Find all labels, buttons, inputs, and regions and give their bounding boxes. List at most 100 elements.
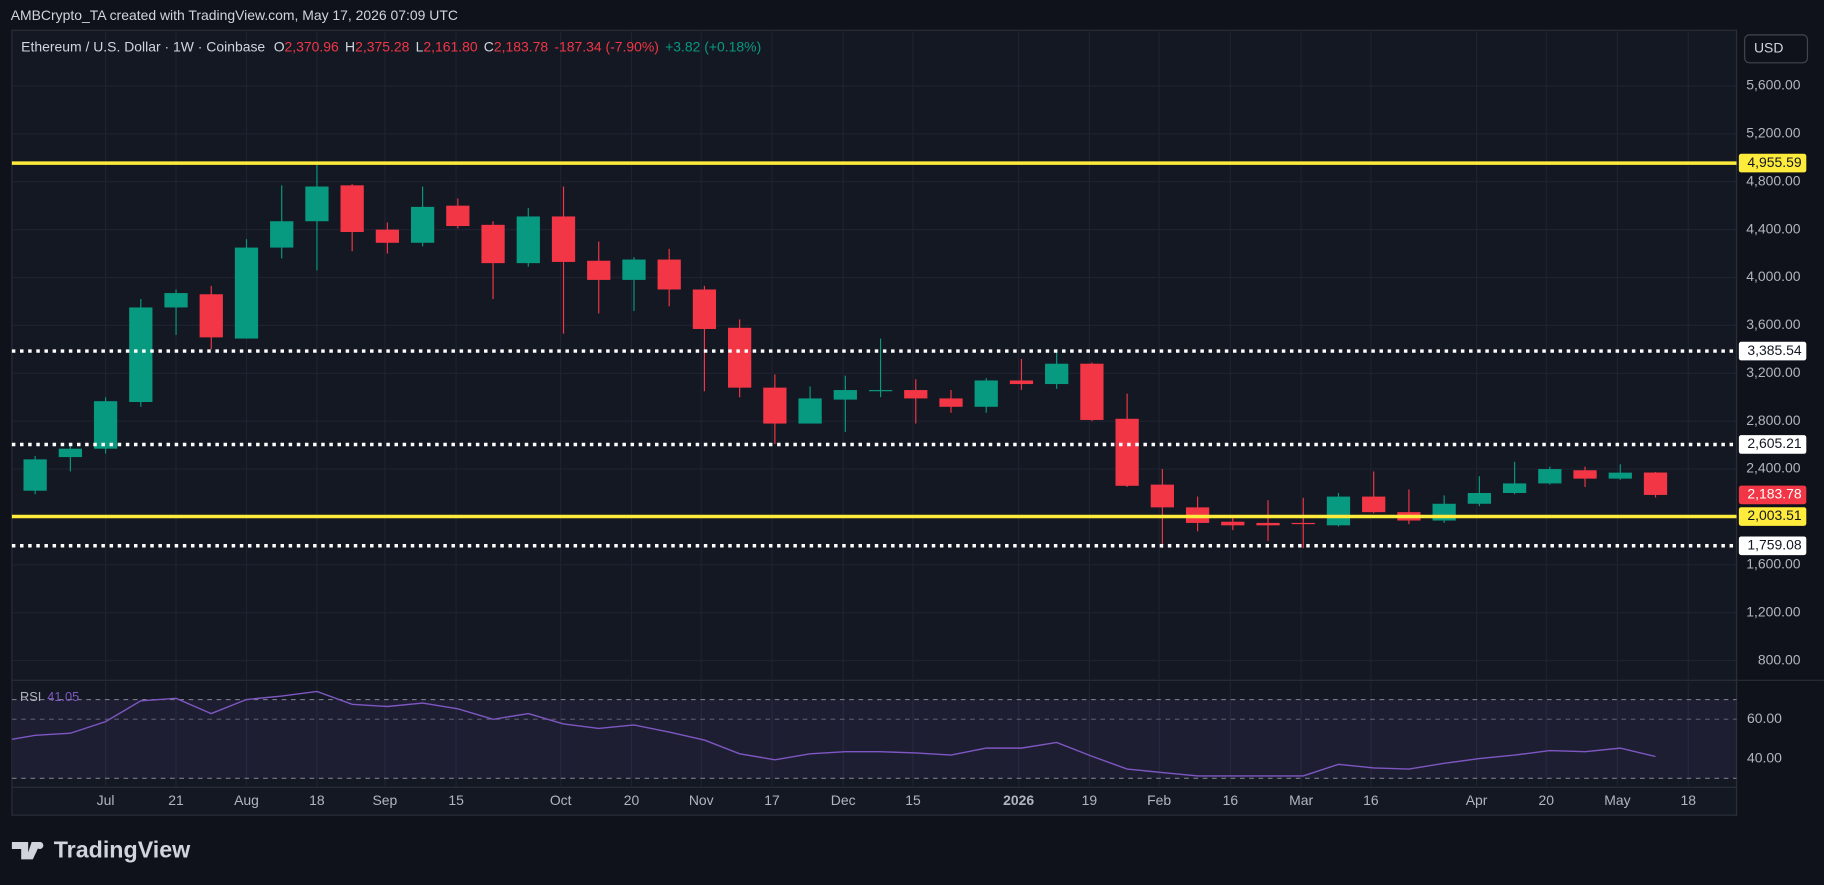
y-tick-label: 800.00 (1758, 651, 1801, 667)
y-tick-label: 2,400.00 (1746, 460, 1801, 476)
x-tick-label: 20 (624, 792, 640, 808)
level-tag (1738, 153, 1807, 173)
x-tick-label: 18 (1681, 792, 1697, 808)
candle-body (1150, 484, 1174, 508)
last-price-label: 2,183.78 (1747, 486, 1802, 502)
x-tick-label: 18 (309, 792, 325, 808)
level-tag (1738, 435, 1807, 454)
candle-body (1045, 363, 1069, 385)
currency-button[interactable] (1744, 34, 1809, 64)
candle-body (1643, 472, 1668, 495)
ohlc-value: 2,161.80 (423, 38, 478, 54)
candle-body (1608, 472, 1632, 479)
candle-body (622, 259, 646, 280)
candle-body (129, 307, 153, 403)
last-price-tag (1738, 485, 1807, 505)
symbol-title: Ethereum / U.S. Dollar · 1W · Coinbase (21, 38, 265, 54)
candle-body (270, 221, 294, 248)
candle-body (868, 390, 893, 392)
x-tick-label: Feb (1147, 792, 1171, 808)
plot-area (11, 29, 1738, 816)
level-tag (1738, 507, 1807, 526)
ohlc-value: 2,183.78 (494, 38, 549, 54)
rsi-name: RSI (20, 689, 41, 704)
candle-body (1115, 418, 1139, 486)
x-tick-label: 20 (1539, 792, 1555, 808)
rsi-value: 41.05 (47, 689, 79, 704)
candle-body (1502, 483, 1527, 493)
candle-body (1009, 380, 1034, 385)
candle-body (340, 185, 364, 233)
candle-body (974, 380, 998, 407)
candle-body (587, 260, 611, 280)
candle-body (305, 186, 329, 222)
candle-body (551, 216, 576, 262)
candle-body (375, 229, 400, 243)
ohlc-value: 2,375.28 (355, 38, 410, 54)
x-tick-label: Nov (689, 792, 714, 808)
y-tick-label: 3,600.00 (1746, 316, 1801, 332)
x-tick-label: Aug (234, 792, 259, 808)
candle-body (1291, 522, 1315, 525)
currency-label: USD (1754, 40, 1783, 56)
rsi-line (11, 690, 1656, 777)
level-label: 1,759.08 (1747, 536, 1802, 552)
level-tag (1738, 341, 1807, 361)
candle-body (164, 293, 188, 308)
x-tick-label: Oct (550, 792, 572, 808)
x-tick-label: Apr (1466, 792, 1488, 808)
y-tick-label: 1,200.00 (1746, 603, 1801, 619)
candle-body (1467, 492, 1492, 504)
rsi-band (13, 699, 1737, 779)
x-tick-label: May (1604, 792, 1630, 808)
candle-body (23, 459, 47, 491)
candle-body (199, 294, 223, 338)
plot-layer: Jul 21 Aug 18 Sep 15 Oct 20 Nov 17 Dec 15 2026 19 Feb 1… (11, 31, 1807, 808)
candle-body (93, 401, 118, 449)
ohlc-key: C (484, 38, 494, 54)
candle-body (833, 390, 857, 400)
change: -187.34 (-7.90%) (554, 38, 659, 54)
candle-body (1573, 470, 1597, 479)
ohlc-key: L (416, 38, 424, 54)
rsi-legend: RSI 41.05 (20, 689, 79, 704)
y-tick-label: 4,400.00 (1746, 220, 1801, 236)
ohlc-key: O (274, 38, 285, 54)
brand-logo (11, 841, 44, 860)
candle-body (1362, 496, 1386, 513)
level-label: 2,003.51 (1747, 507, 1802, 523)
candle-body (1080, 363, 1104, 420)
after-hours-change: +3.82 (+0.18%) (665, 38, 761, 54)
x-tick-label: 19 (1082, 792, 1098, 808)
candle-body (58, 448, 82, 458)
candle-body (481, 224, 505, 264)
ohlc-value: 2,370.96 (285, 38, 340, 54)
level-label: 4,955.59 (1747, 154, 1802, 170)
candle-body (234, 247, 259, 339)
rsi-tick-label: 60.00 (1747, 710, 1782, 726)
y-tick-label: 4,000.00 (1746, 268, 1801, 284)
legend: Ethereum / U.S. Dollar · 1W · Coinbase O… (21, 38, 761, 54)
y-tick-label: 2,800.00 (1746, 412, 1801, 428)
candle-body (1326, 496, 1351, 526)
x-tick-label: Sep (373, 792, 398, 808)
x-tick-label: Mar (1289, 792, 1313, 808)
candle-body (798, 398, 822, 424)
candle-body (657, 259, 681, 290)
x-tick-label: 16 (1223, 792, 1239, 808)
x-tick-label: 16 (1363, 792, 1379, 808)
x-tick-label: 21 (168, 792, 184, 808)
candle-body (904, 390, 928, 399)
y-tick-label: 5,600.00 (1746, 77, 1801, 93)
y-tick-label: 3,200.00 (1746, 364, 1801, 380)
candle-body (446, 205, 470, 227)
brand-name: TradingView (54, 836, 191, 862)
y-tick-label: 4,800.00 (1746, 172, 1801, 188)
candle-body (763, 387, 787, 424)
x-tick-label: 2026 (1003, 792, 1034, 808)
credit: AMBCrypto_TA created with TradingView.co… (11, 7, 458, 23)
y-tick-label: 5,200.00 (1746, 125, 1801, 141)
candle-body (1256, 522, 1280, 526)
